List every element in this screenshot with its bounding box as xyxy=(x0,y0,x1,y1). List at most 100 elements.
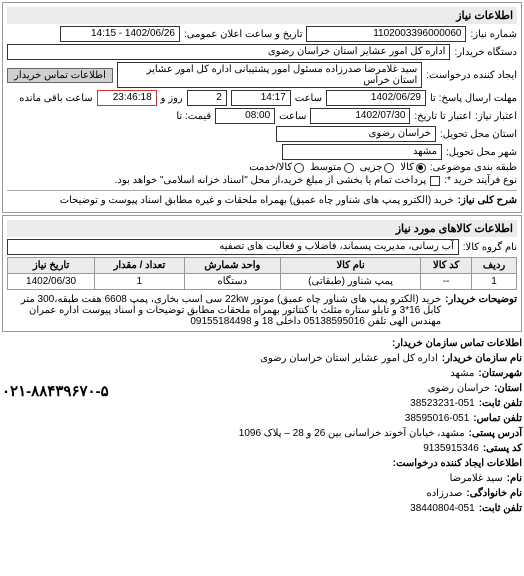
th-row: ردیف xyxy=(472,258,517,274)
deadline-time-label: ساعت xyxy=(295,93,322,104)
contact-city: شهرستان: مشهد xyxy=(2,366,522,381)
contact-section: اطلاعات تماس سازمان خریدار: نام سازمان خ… xyxy=(2,336,522,516)
name-label: نام: xyxy=(507,471,522,486)
radio-service-label: کالا/خدمت xyxy=(249,162,292,173)
cell-date: 1402/06/30 xyxy=(8,274,95,290)
group-label: نام گروه کالا: xyxy=(463,242,517,253)
contact-name: نام: سید غلامرضا xyxy=(239,471,522,486)
city-label: شهر محل تحویل: xyxy=(446,147,517,158)
announce-date-label: تاریخ و ساعت اعلان عمومی: xyxy=(184,29,303,40)
budget-radio-group: کالا جزیی متوسط کالا/خدمت xyxy=(249,162,426,173)
contact-lname: نام خانوادگی: صدرزاده xyxy=(239,486,522,501)
desc-label: شرح کلی نیاز: xyxy=(458,195,517,206)
post-value: 9135915346 xyxy=(423,441,479,456)
buyer-contact-button[interactable]: اطلاعات تماس خریدار xyxy=(7,68,113,83)
cell-code: -- xyxy=(421,274,472,290)
goods-table: ردیف کد کالا نام کالا واحد شمارش تعداد /… xyxy=(7,257,517,290)
contact-org: نام سازمان خریدار: اداره کل امور عشایر ا… xyxy=(2,351,522,366)
radio-medium-label: متوسط xyxy=(310,162,341,173)
valid-to-label: اعتبار تا تاریخ: xyxy=(414,111,471,122)
contact-addr: آدرس پستی: مشهد، خیابان آخوند خراسانی بی… xyxy=(239,426,522,441)
th-unit: واحد شمارش xyxy=(184,258,280,274)
valid-label: اعتبار نیاز: xyxy=(475,111,517,122)
deadline-time: 14:17 xyxy=(231,90,291,106)
province-value: خراسان رضوی xyxy=(276,126,436,142)
contact-title: اطلاعات تماس سازمان خریدار: xyxy=(2,336,522,351)
valid-time: 08:00 xyxy=(215,108,275,124)
panel2-title: اطلاعات کالاهای مورد نیاز xyxy=(7,220,517,237)
addr-value: مشهد، خیابان آخوند خراسانی بین 26 و 28 –… xyxy=(239,426,465,441)
buyer-desc-box: توضیحات خریدار: خرید (الکترو پمپ های شنا… xyxy=(7,294,517,327)
row-need-number: شماره نیاز: 1102003396000060 تاریخ و ساع… xyxy=(7,26,517,42)
contact-ctel: تلفن ثابت: 38440804-051 xyxy=(239,501,522,516)
lname-label: نام خانوادگی: xyxy=(466,486,522,501)
fax-value: 38595016-051 xyxy=(405,411,470,426)
table-header-row: ردیف کد کالا نام کالا واحد شمارش تعداد /… xyxy=(8,258,517,274)
cell-qty: 1 xyxy=(95,274,185,290)
big-phone: ۰۲۱-۸۸۴۳۹۶۷۰-۵ xyxy=(2,381,109,404)
radio-dot-icon xyxy=(294,163,304,173)
city2-label: شهرستان: xyxy=(478,366,522,381)
contact-province: استان: خراسان رضوی xyxy=(239,381,522,396)
price-label: قیمت: تا xyxy=(176,111,211,122)
process-label: نوع فرآیند خرید *: xyxy=(444,175,517,186)
radio-kala-label: کالا xyxy=(400,162,414,173)
row-creator: ایجاد کننده درخواست: سید غلامرضا صدرزاده… xyxy=(7,62,517,88)
days-suffix: روز و xyxy=(161,93,183,104)
th-name: نام کالا xyxy=(280,258,420,274)
panel1-title: اطلاعات نیاز xyxy=(7,7,517,24)
tel-label: تلفن ثابت: xyxy=(479,396,522,411)
creator-label: ایجاد کننده درخواست: xyxy=(426,70,517,81)
city2-value: مشهد xyxy=(450,366,474,381)
radio-dot-icon xyxy=(416,163,426,173)
separator xyxy=(7,190,517,191)
fax-label: تلفن تماس: xyxy=(473,411,522,426)
need-number-label: شماره نیاز: xyxy=(470,29,517,40)
radio-service[interactable]: کالا/خدمت xyxy=(249,162,304,173)
row-group: نام گروه کالا: آب رسانی، مدیریت پسماند، … xyxy=(7,239,517,255)
org-label: نام سازمان خریدار: xyxy=(442,351,522,366)
row-city: شهر محل تحویل: مشهد xyxy=(7,144,517,160)
table-row: 1 -- پمپ شناور (طبقاتی) دستگاه 1 1402/06… xyxy=(8,274,517,290)
row-process: نوع فرآیند خرید *: پرداخت تمام یا بخشی ا… xyxy=(7,175,517,186)
radio-dot-icon xyxy=(384,163,394,173)
row-description: شرح کلی نیاز: خرید (الکترو پمپ های شناور… xyxy=(7,195,517,206)
cell-unit: دستگاه xyxy=(184,274,280,290)
buyer-desc-text: خرید (الکترو پمپ های شناور چاه عمیق) موت… xyxy=(7,294,441,327)
lname-value: صدرزاده xyxy=(426,486,462,501)
radio-minor-label: جزیی xyxy=(360,162,383,173)
th-qty: تعداد / مقدار xyxy=(95,258,185,274)
province-label: استان محل تحویل: xyxy=(440,129,517,140)
creator-value: سید غلامرضا صدرزاده مسئول امور پشتیبانی … xyxy=(117,62,422,88)
desc-value: خرید (الکترو پمپ های شناور چاه عمیق) بهم… xyxy=(60,195,454,206)
tel-value: 38523231-051 xyxy=(410,396,475,411)
post-label: کد پستی: xyxy=(483,441,522,456)
buyer-value: اداره کل امور عشایر استان خراسان رضوی xyxy=(7,44,450,60)
treasury-checkbox[interactable] xyxy=(430,176,440,186)
prov2-label: استان: xyxy=(494,381,522,396)
row-validity: اعتبار نیاز: اعتبار تا تاریخ: 1402/07/30… xyxy=(7,108,517,124)
org-value: اداره کل امور عشایر استان خراسان رضوی xyxy=(260,351,438,366)
row-buyer: دستگاه خریدار: اداره کل امور عشایر استان… xyxy=(7,44,517,60)
contact-fax: تلفن تماس: 38595016-051 xyxy=(239,411,522,426)
contact-post: کد پستی: 9135915346 xyxy=(239,441,522,456)
budget-label: طبقه بندی موضوعی: xyxy=(430,162,517,173)
ctel-value: 38440804-051 xyxy=(410,501,475,516)
cell-row: 1 xyxy=(472,274,517,290)
city-value: مشهد xyxy=(282,144,442,160)
addr-label: آدرس پستی: xyxy=(469,426,522,441)
contact-tel: تلفن ثابت: 38523231-051 xyxy=(239,396,522,411)
remain-hours: 23:46:18 xyxy=(97,90,157,106)
th-date: تاریخ نیاز xyxy=(8,258,95,274)
creator-title: اطلاعات ایجاد کننده درخواست: xyxy=(239,456,522,471)
deadline-label: مهلت ارسال پاسخ: تا xyxy=(430,93,517,104)
valid-date: 1402/07/30 xyxy=(310,108,410,124)
need-info-panel: اطلاعات نیاز شماره نیاز: 110200339600006… xyxy=(2,2,522,213)
remain-days: 2 xyxy=(187,90,227,106)
remain-suffix: ساعت باقی مانده xyxy=(19,93,92,104)
row-province: استان محل تحویل: خراسان رضوی xyxy=(7,126,517,142)
goods-info-panel: اطلاعات کالاهای مورد نیاز نام گروه کالا:… xyxy=(2,215,522,332)
radio-kala[interactable]: کالا xyxy=(400,162,426,173)
radio-medium[interactable]: متوسط xyxy=(310,162,353,173)
radio-minor[interactable]: جزیی xyxy=(360,162,395,173)
